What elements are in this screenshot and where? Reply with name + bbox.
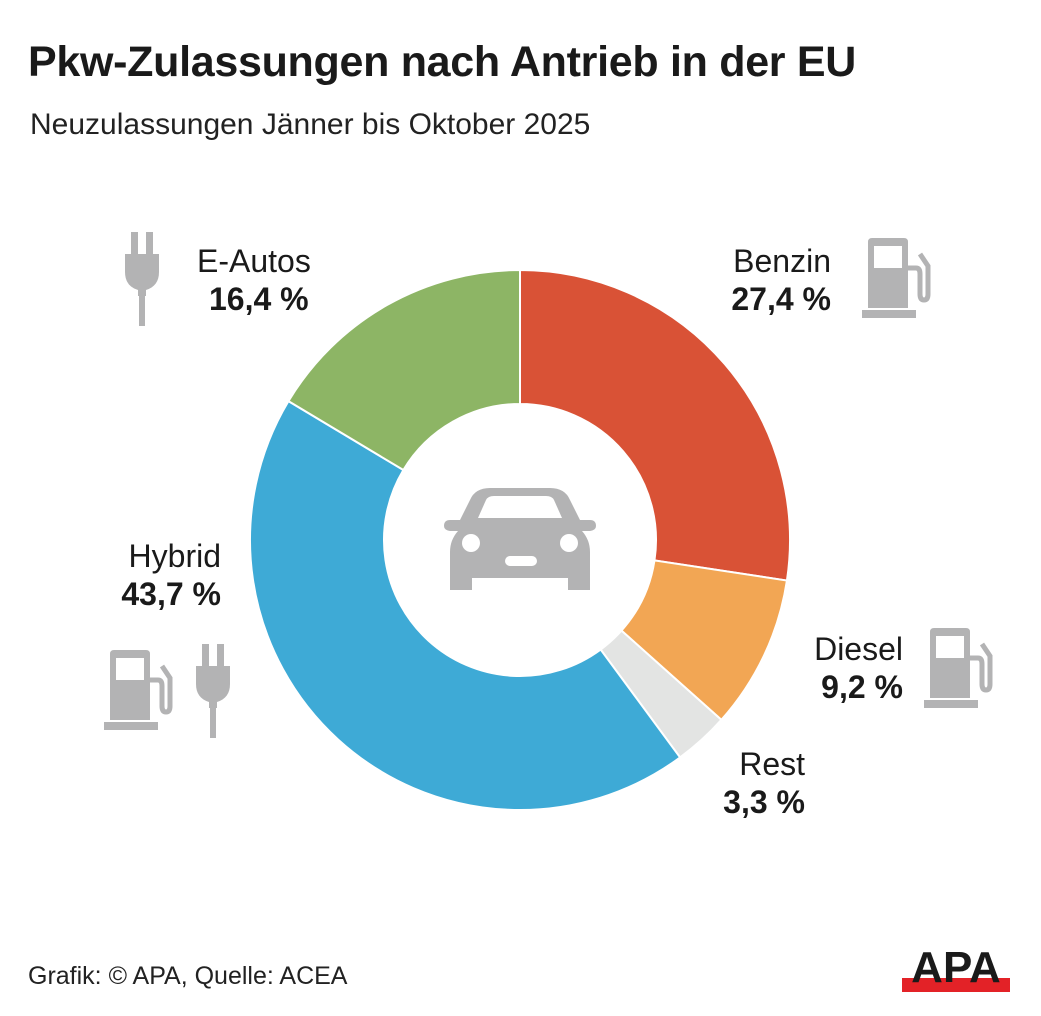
category-label: Benzin	[733, 243, 831, 279]
plug-icon	[125, 232, 159, 326]
chart-title: Pkw-Zulassungen nach Antrieb in der EU	[28, 38, 857, 86]
slice-e-autos	[287, 268, 521, 472]
car-icon	[444, 488, 596, 590]
slice-benzin	[519, 268, 791, 582]
category-label: E-Autos	[197, 243, 311, 279]
data-label: 27,4 %	[731, 281, 831, 317]
label-diesel: Diesel 9,2 %	[814, 630, 903, 706]
category-label: Diesel	[814, 631, 903, 667]
svg-text:APA: APA	[911, 946, 1001, 992]
plug-icon	[196, 644, 230, 738]
data-label: 43,7 %	[121, 576, 221, 612]
chart-subtitle: Neuzulassungen Jänner bis Oktober 2025	[30, 108, 591, 141]
category-label: Hybrid	[128, 538, 221, 574]
data-label: 16,4 %	[209, 281, 309, 317]
data-label: 3,3 %	[723, 784, 805, 820]
data-label: 9,2 %	[821, 669, 903, 705]
label-e-autos: E-Autos 16,4 %	[197, 242, 311, 318]
label-rest: Rest 3,3 %	[723, 745, 805, 821]
label-hybrid: Hybrid 43,7 %	[121, 537, 221, 613]
fuel-pump-icon	[862, 238, 931, 318]
fuel-pump-icon	[104, 650, 173, 730]
fuel-pump-icon	[924, 628, 993, 708]
category-label: Rest	[739, 746, 805, 782]
apa-logo: APA	[902, 946, 1010, 992]
source-note: Grafik: © APA, Quelle: ACEA	[28, 962, 348, 990]
label-benzin: Benzin 27,4 %	[731, 242, 831, 318]
slice-hybrid	[249, 399, 682, 811]
